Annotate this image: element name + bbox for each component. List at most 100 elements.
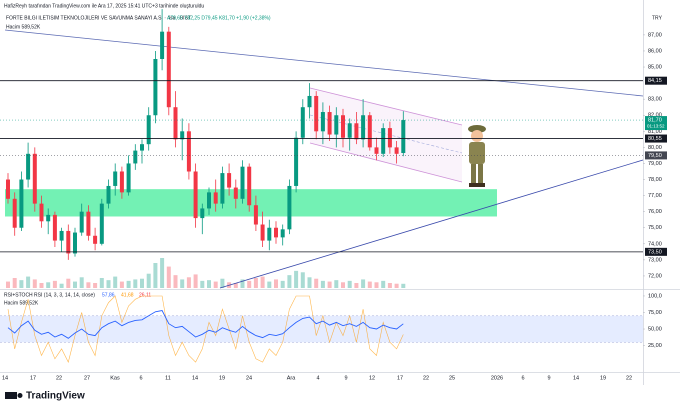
- volume-bar: [341, 282, 345, 288]
- trend-line: [4, 29, 644, 97]
- candle-body: [99, 203, 104, 244]
- symbol-title: FORTE BILGI ILETISIM TEKNOLOJILERI VE SA…: [6, 15, 191, 21]
- volume-bar: [19, 280, 24, 288]
- candle-body: [367, 115, 372, 148]
- y-tick-label: 82,00: [648, 113, 662, 119]
- volume-bar: [6, 281, 10, 288]
- y-tick-label: 86,00: [648, 48, 662, 54]
- volume-bar: [207, 280, 211, 288]
- volume-bar: [106, 280, 111, 288]
- x-tick-label: 12: [369, 375, 375, 381]
- volume-bar: [133, 279, 138, 288]
- candle-body: [227, 173, 232, 188]
- candle-body: [213, 192, 218, 204]
- volume-bar: [394, 283, 399, 288]
- candle-body: [300, 107, 305, 138]
- indicator-title: RSI+STOCH RSI (14, 3, 3, 14, 14, close): [4, 292, 95, 298]
- volume-bar: [73, 281, 77, 288]
- candle-body: [180, 131, 185, 140]
- candle-body: [52, 214, 57, 241]
- volume-bar: [347, 280, 352, 288]
- candle-body: [193, 171, 198, 219]
- soldier-illustration: [468, 125, 486, 187]
- volume-bar: [146, 273, 151, 288]
- volume-bar: [354, 283, 359, 288]
- volume-bar: [46, 282, 51, 288]
- y-tick-label: 85,00: [648, 64, 662, 70]
- ohlc-readout: A79,65 Y82,25 D79,45 K81,70 +1,90 (+2,38…: [167, 15, 271, 21]
- y-tick-label: 77,00: [648, 193, 662, 199]
- candle-body: [6, 179, 10, 199]
- y-tick-label: 50,00: [648, 326, 662, 332]
- volume-bar: [220, 278, 225, 288]
- price-label-box: [645, 76, 667, 85]
- y-tick-label: 78,00: [648, 177, 662, 183]
- candle-body: [240, 166, 245, 199]
- volume-bar: [193, 274, 198, 288]
- y-tick-label: 81,00: [648, 129, 662, 135]
- volume-bar: [361, 279, 366, 288]
- candle-body: [381, 128, 386, 154]
- candle-body: [12, 198, 17, 228]
- y-tick-label: 79,00: [648, 161, 662, 167]
- volume-bar: [387, 283, 392, 288]
- volume-bar: [66, 278, 71, 288]
- candle-body: [233, 187, 238, 199]
- price-label-box: [645, 134, 667, 143]
- price-label: 73,50: [648, 249, 662, 255]
- volume-bar: [381, 280, 386, 288]
- y-tick-label: 75,00: [648, 225, 662, 231]
- candle-body: [86, 211, 91, 236]
- volume-bar: [153, 263, 158, 288]
- candle-body: [207, 192, 211, 209]
- candle-body: [79, 211, 84, 233]
- candle-body: [93, 235, 98, 244]
- candle-body: [106, 185, 111, 204]
- candle-body: [320, 112, 325, 132]
- volume-bar: [267, 281, 272, 288]
- candle-body: [341, 115, 345, 138]
- channel-fill: [310, 88, 462, 182]
- indicator-value: 26,11: [139, 292, 151, 298]
- volume-bar: [307, 277, 312, 288]
- x-tick-label: 22: [423, 375, 429, 381]
- volume-bar: [12, 278, 17, 288]
- volume-bar: [253, 278, 258, 288]
- price-label: 84,15: [648, 78, 662, 84]
- candle-body: [220, 173, 225, 204]
- countdown-label: 01:13:52: [647, 123, 665, 128]
- candle-body: [126, 163, 131, 193]
- candle-body: [160, 31, 165, 59]
- volume-bar: [59, 283, 64, 288]
- brand-logo: [5, 392, 23, 399]
- candle-body: [294, 137, 299, 186]
- volume-bar: [39, 283, 44, 288]
- volume-bar: [401, 283, 406, 288]
- candle-body: [394, 147, 399, 154]
- volume-bar: [334, 280, 339, 288]
- y-tick-label: 25,00: [648, 343, 662, 349]
- y-tick-label: 100,0: [648, 293, 662, 299]
- candle-body: [200, 208, 205, 219]
- volume-bar: [294, 270, 299, 288]
- candle-body: [186, 131, 191, 172]
- x-tick-label: 11: [165, 375, 171, 381]
- x-tick-label: 22: [626, 375, 632, 381]
- x-tick-label: Ara: [287, 375, 297, 381]
- volume-bar: [86, 282, 91, 288]
- x-tick-label: 14: [192, 375, 198, 381]
- candle-body: [287, 185, 292, 230]
- candle-body: [347, 123, 352, 138]
- price-label-box: [645, 151, 667, 160]
- candle-body: [39, 203, 44, 222]
- x-tick-label: 6: [139, 375, 142, 381]
- y-tick-label: 72,00: [648, 273, 662, 279]
- volume-bar: [300, 272, 305, 288]
- volume-bar: [180, 279, 185, 288]
- candle-body: [314, 95, 319, 132]
- x-tick-label: 14: [573, 375, 579, 381]
- y-tick-label: 75,00: [648, 310, 662, 316]
- candle-body: [119, 171, 124, 193]
- volume-bar: [160, 258, 165, 288]
